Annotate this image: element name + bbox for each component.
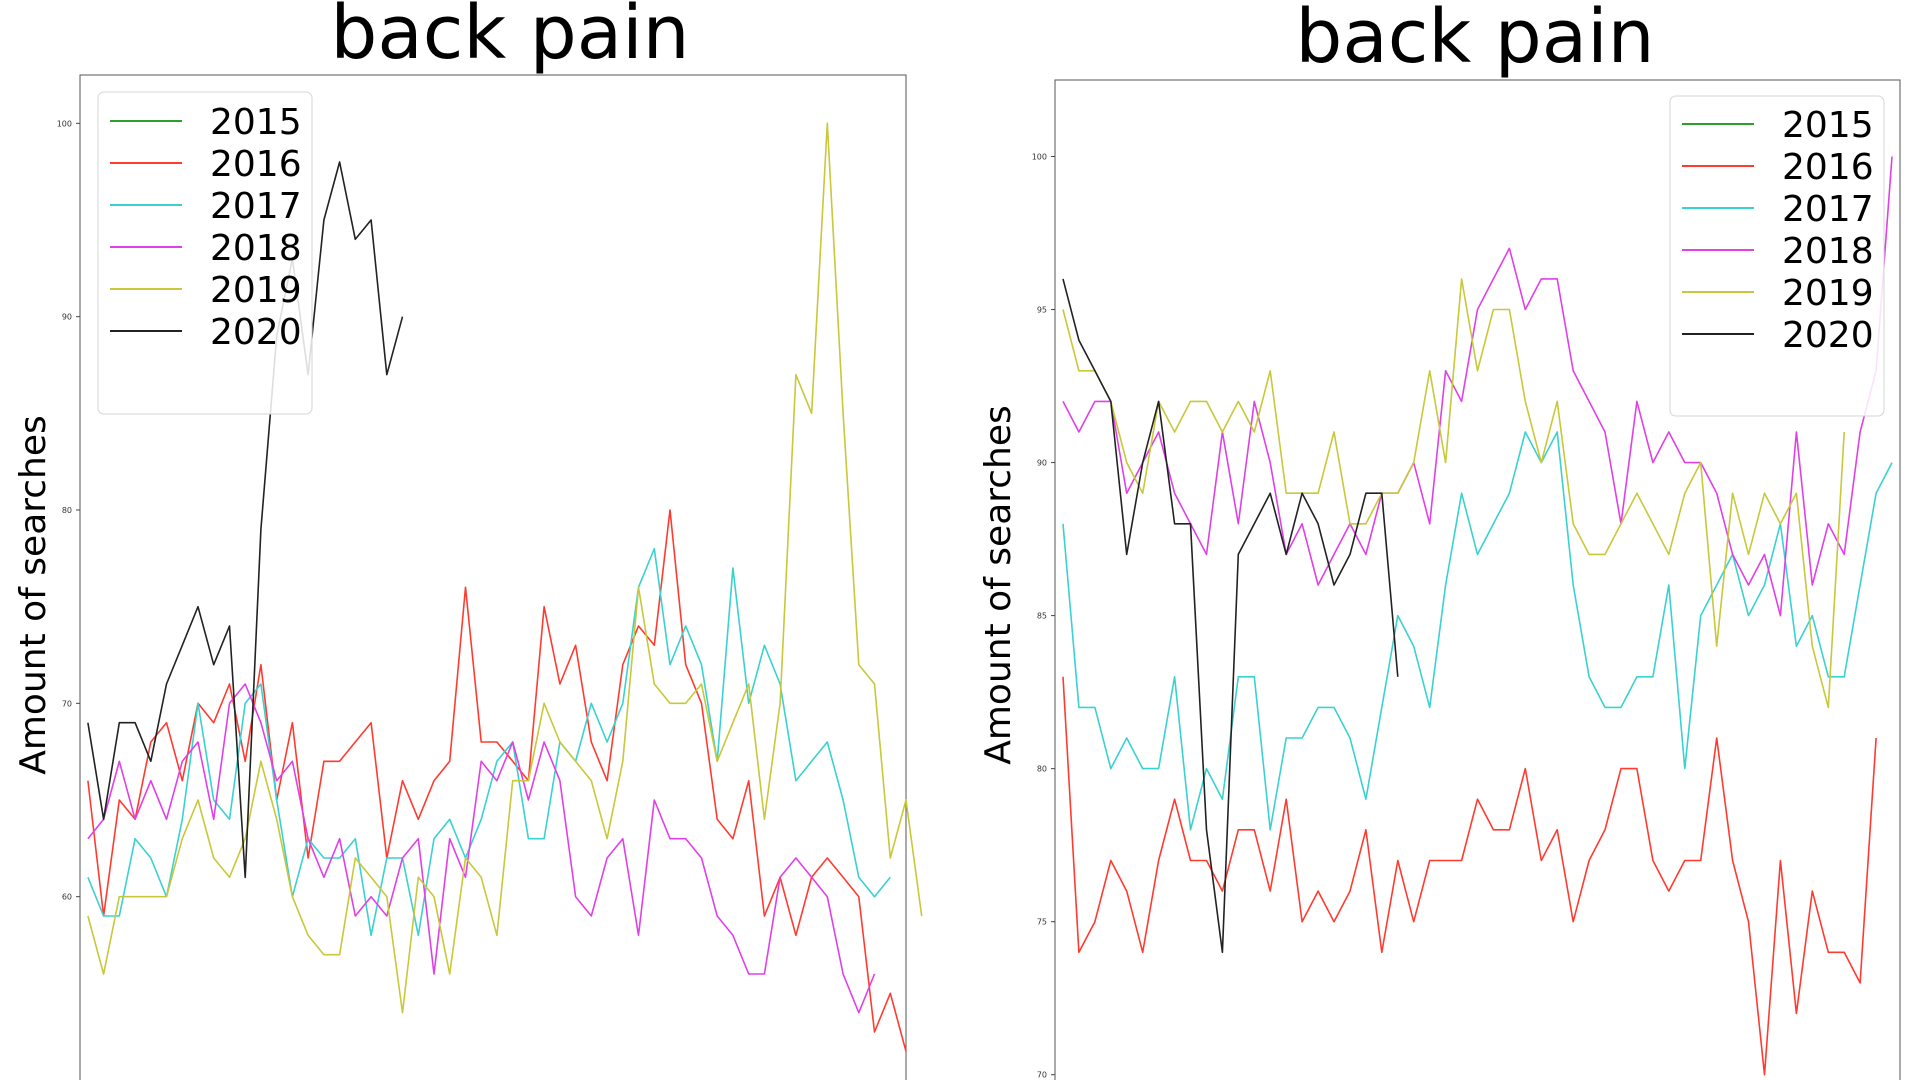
legend-label-2018: 2018 [210,228,302,269]
series-line-2016 [87,509,907,1052]
y-axis-label: Amount of searches [978,405,1019,765]
series-line-2020 [87,161,404,879]
legend-label-2017: 2017 [1782,189,1874,230]
series-line-2019 [1062,278,1845,709]
y-axis-label: Amount of searches [13,415,54,775]
chart-right: back pain Amount of searches 70 75 80 85 90 9… [965,0,1920,1080]
y-tick-label: 100 [57,119,72,128]
y-tick-label: 70 [62,699,72,708]
plot-frame [79,74,907,1080]
y-tick-label: 85 [1037,612,1047,621]
y-tick-label: 95 [1037,306,1047,315]
legend-label-2019: 2019 [210,270,302,311]
series-line-2019 [87,122,923,1014]
y-tick-label: 75 [1037,918,1047,927]
legend-box [1669,95,1885,417]
y-tick-label: 100 [1032,153,1047,162]
y-tick-label: 80 [62,506,72,515]
chart-title: back pain [1295,0,1654,80]
chart-title: back pain [330,0,689,76]
y-tick-label: 80 [1037,765,1047,774]
series-line-2017 [87,547,891,937]
legend-label-2016: 2016 [210,144,302,185]
series-lines [1062,156,1893,1076]
legend-label-2020: 2020 [210,312,302,353]
legend-label-2015: 2015 [1782,105,1874,146]
series-line-2017 [1062,431,1893,831]
series-line-2018 [1062,156,1893,617]
y-ticks: 60 70 80 90 100 [57,119,80,902]
series-line-2018 [87,683,876,1014]
series-line-2020 [1062,278,1399,954]
chart-left-svg: back pain Amount of searches 60 70 80 90 100… [13,0,923,1080]
legend-label-2020: 2020 [1782,315,1874,356]
legend-label-2015: 2015 [210,102,302,143]
chart-left: back pain Amount of searches 60 70 80 90 100… [13,0,923,1080]
legend-label-2018: 2018 [1782,231,1874,272]
plot-frame [1054,79,1901,1080]
y-tick-label: 90 [1037,459,1047,468]
series-lines [87,122,923,1052]
y-tick-label: 70 [1037,1071,1047,1080]
legend-label-2019: 2019 [1782,273,1874,314]
legend-label-2017: 2017 [210,186,302,227]
y-tick-label: 60 [62,893,72,902]
legend-box [97,91,313,415]
chart-right-svg: back pain Amount of searches 70 75 80 85 90 9… [978,0,1901,1080]
series-line-2016 [1062,676,1877,1076]
legend-label-2016: 2016 [1782,147,1874,188]
y-ticks: 70 75 80 85 90 95 100 [1032,153,1055,1080]
y-tick-label: 90 [62,313,72,322]
